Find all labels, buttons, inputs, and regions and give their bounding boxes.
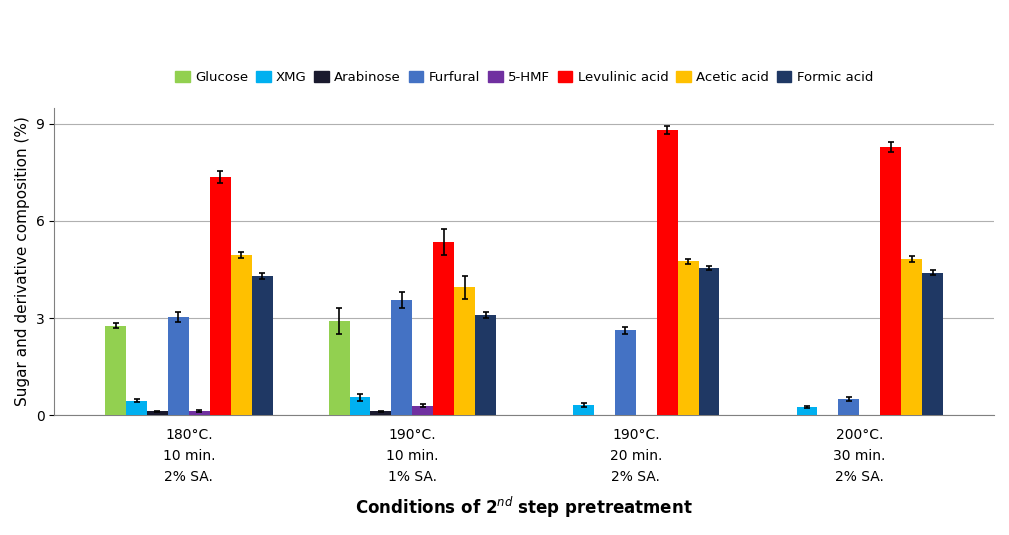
Bar — [370, 411, 391, 415]
Y-axis label: Sugar and derivative composition (%): Sugar and derivative composition (%) — [15, 117, 30, 407]
X-axis label: Conditions of 2$^{nd}$ step pretreatment: Conditions of 2$^{nd}$ step pretreatment — [355, 495, 693, 520]
Bar — [922, 273, 943, 415]
Legend: Glucose, XMG, Arabinose, Furfural, 5-HMF, Levulinic acid, Acetic acid, Formic ac: Glucose, XMG, Arabinose, Furfural, 5-HMF… — [173, 68, 876, 86]
Bar — [901, 259, 922, 415]
Bar — [796, 407, 817, 415]
Bar — [678, 262, 698, 415]
Bar — [147, 411, 167, 415]
Bar — [167, 317, 189, 415]
Bar — [454, 287, 475, 415]
Bar — [838, 399, 860, 415]
Bar — [231, 255, 251, 415]
Bar — [433, 242, 454, 415]
Bar — [475, 315, 496, 415]
Bar — [657, 131, 678, 415]
Bar — [698, 268, 719, 415]
Bar — [210, 177, 231, 415]
Bar — [391, 300, 413, 415]
Bar — [105, 326, 126, 415]
Bar — [349, 398, 370, 415]
Bar — [880, 147, 901, 415]
Bar — [189, 411, 210, 415]
Bar — [614, 331, 636, 415]
Bar — [573, 405, 594, 415]
Bar — [329, 321, 349, 415]
Bar — [126, 401, 147, 415]
Bar — [251, 276, 272, 415]
Bar — [413, 406, 433, 415]
